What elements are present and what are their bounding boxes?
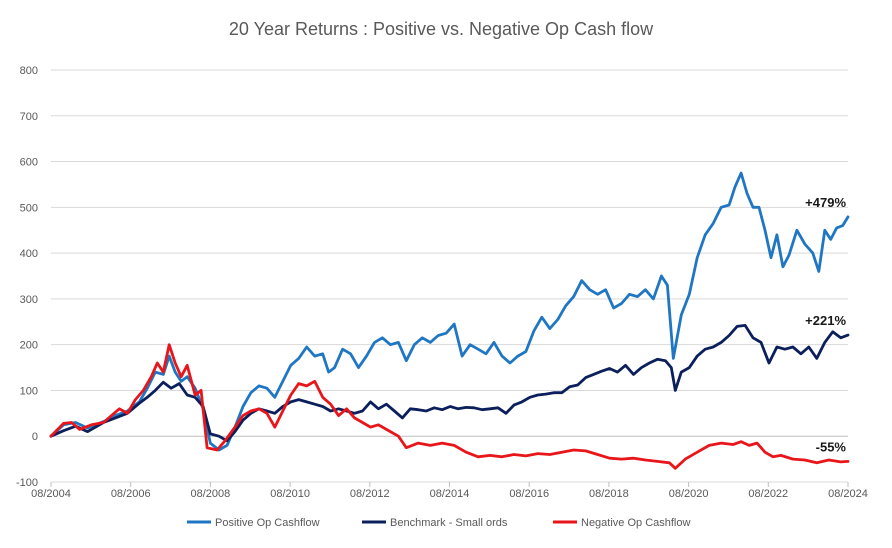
series-line-benchmark-small-ords: [49, 324, 850, 443]
x-tick-label: 08/2022: [748, 488, 788, 500]
y-tick-label: 800: [20, 65, 38, 77]
y-tick-label: 700: [20, 111, 38, 123]
legend-item-benchmark-small-ords[interactable]: Benchmark - Small ords: [362, 517, 508, 529]
x-axis-ticks: 08/2004 08/2006 08/2008 08/2010 08/2012 08/20…: [31, 482, 868, 500]
x-tick-label: 08/2018: [589, 488, 629, 500]
y-tick-label: 400: [20, 248, 38, 260]
legend-label: Benchmark - Small ords: [390, 517, 508, 529]
y-tick-label: 100: [20, 385, 38, 397]
end-value-label: -55%: [816, 439, 847, 454]
x-tick-label: 08/2004: [31, 488, 71, 500]
y-tick-label: 500: [20, 202, 38, 214]
x-tick-label: 08/2020: [669, 488, 709, 500]
x-tick-label: 08/2008: [191, 488, 231, 500]
y-axis-ticks: -100 0 100 200 300 400 500 600 700 800: [16, 65, 38, 489]
y-tick-label: 0: [32, 431, 38, 443]
end-annotations: +479% +221% -55%: [805, 195, 846, 454]
series-lines: [49, 171, 850, 470]
y-tick-label: 600: [20, 157, 38, 169]
series-line-positive-op-cashflow: [49, 171, 850, 452]
y-tick-label: -100: [16, 477, 38, 489]
y-tick-label: 200: [20, 340, 38, 352]
x-tick-label: 08/2006: [111, 488, 151, 500]
legend-label: Negative Op Cashflow: [581, 517, 690, 529]
x-tick-label: 08/2024: [828, 488, 868, 500]
legend[interactable]: Positive Op Cashflow Benchmark - Small or…: [187, 517, 690, 529]
x-tick-label: 08/2012: [350, 488, 390, 500]
legend-label: Positive Op Cashflow: [215, 517, 320, 529]
gridlines: [51, 69, 848, 483]
chart-title: 20 Year Returns : Positive vs. Negative …: [229, 19, 654, 39]
y-tick-label: 300: [20, 294, 38, 306]
end-value-label: +479%: [805, 195, 846, 210]
x-tick-label: 08/2016: [509, 488, 549, 500]
x-tick-label: 08/2014: [430, 488, 470, 500]
legend-item-negative-op-cashflow[interactable]: Negative Op Cashflow: [553, 517, 690, 529]
series-line-negative-op-cashflow: [49, 343, 850, 470]
legend-item-positive-op-cashflow[interactable]: Positive Op Cashflow: [187, 517, 320, 529]
x-tick-label: 08/2010: [270, 488, 310, 500]
end-value-label: +221%: [805, 313, 846, 328]
